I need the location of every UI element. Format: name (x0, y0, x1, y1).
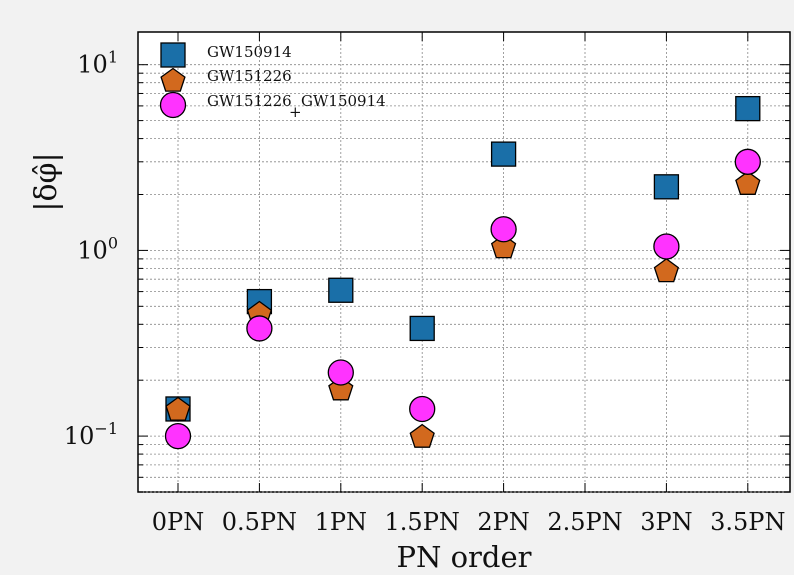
data-point (490, 141, 517, 167)
data-point (653, 258, 680, 283)
data-point (734, 148, 761, 175)
series-0 (165, 95, 761, 422)
data-point (490, 216, 517, 243)
data-point (165, 396, 191, 421)
series-2 (164, 148, 761, 450)
legend-marker (159, 91, 187, 119)
x-tick-label: 1PN (315, 508, 367, 536)
y-tick-label: 100 (77, 233, 118, 264)
data-point (653, 174, 680, 200)
data-point (409, 315, 435, 342)
x-tick-label: 3PN (640, 508, 692, 536)
data-point (653, 233, 680, 260)
data-point (735, 170, 761, 195)
x-tick-label: 0PN (152, 508, 204, 536)
x-tick-label: 2PN (477, 508, 529, 536)
plot-area (137, 31, 791, 493)
y-tick-label: 10−1 (64, 419, 118, 450)
data-point (735, 95, 761, 122)
data-point (409, 423, 435, 448)
legend-label-combined-part1: GW151226 (207, 92, 292, 110)
legend-label-gw151226: GW151226 (207, 67, 292, 85)
data-point (327, 359, 354, 386)
x-tick-label: 0.5PN (222, 508, 297, 536)
data-point (409, 395, 436, 423)
legend: GW150914 GW151226 GW151226 + GW150914 (159, 42, 386, 121)
data-series (164, 95, 761, 450)
data-point (164, 422, 192, 450)
axis-ticks: 0PN 0.5PN 1PN 1.5PN 2PN 2.5PN 3PN 3.5PN 10−1 100 1… (64, 32, 790, 536)
legend-label-combined-part2: GW150914 (301, 92, 386, 110)
legend-marker (160, 67, 186, 92)
legend-label-gw150914: GW150914 (207, 43, 292, 61)
x-tick-label: 3.5PN (710, 508, 785, 536)
grid (138, 32, 790, 493)
x-tick-label: 2.5PN (547, 508, 622, 536)
legend-label-combined-plus: + (289, 103, 302, 121)
legend-marker (160, 42, 186, 68)
data-point (246, 315, 273, 342)
x-axis-label: PN order (396, 540, 531, 574)
y-axis-label: |δφ̂| (29, 152, 64, 211)
x-tick-label: 1.5PN (385, 508, 460, 536)
y-tick-label: 101 (77, 48, 118, 79)
data-point (328, 277, 354, 303)
